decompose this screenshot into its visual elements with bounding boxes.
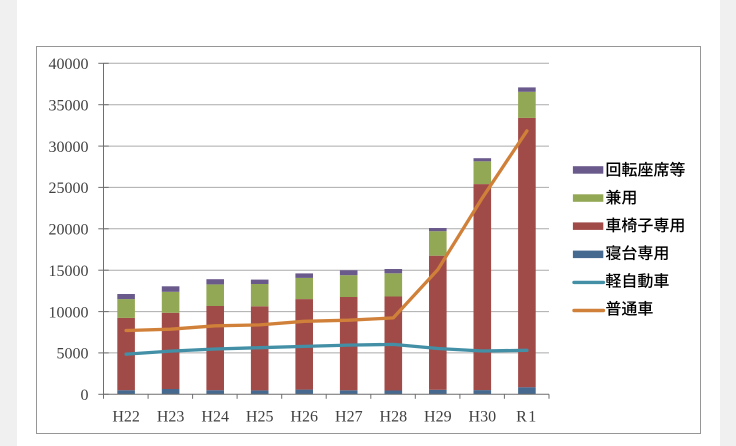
svg-text:H23: H23 [157,409,185,426]
svg-text:5000: 5000 [57,346,89,363]
svg-text:H29: H29 [424,409,452,426]
svg-text:35000: 35000 [49,98,89,115]
svg-text:30000: 30000 [49,139,89,156]
svg-text:0: 0 [81,387,89,404]
svg-text:H27: H27 [335,409,363,426]
svg-text:20000: 20000 [49,222,89,239]
svg-text:H26: H26 [290,409,318,426]
svg-text:H22: H22 [112,409,140,426]
svg-text:10000: 10000 [49,304,89,321]
svg-text:H30: H30 [469,409,497,426]
svg-text:H24: H24 [201,409,229,426]
svg-text:R1: R1 [516,409,538,426]
svg-text:H28: H28 [380,409,408,426]
svg-text:H25: H25 [246,409,274,426]
svg-text:15000: 15000 [49,263,89,280]
svg-text:25000: 25000 [49,180,89,197]
svg-text:40000: 40000 [49,56,89,73]
